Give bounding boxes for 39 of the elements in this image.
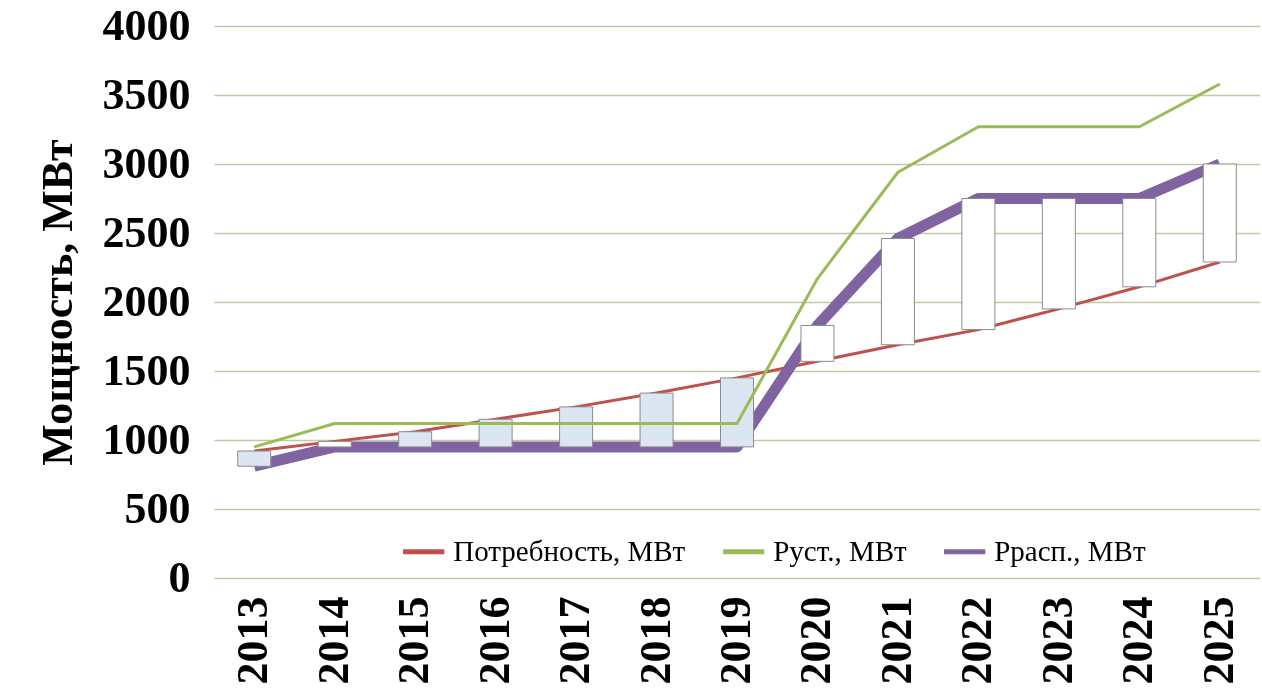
bar [317,440,352,448]
x-tick-label: 2018 [630,596,680,685]
y-tick-label: 3000 [102,138,191,188]
x-tick-label: 2024 [1113,596,1163,685]
legend-label: Потребность, МВт [453,534,686,567]
x-tick-label: 2017 [550,596,600,685]
x-tick-label: 2016 [469,596,519,685]
bar [720,377,754,448]
bar [639,392,674,448]
y-tick-label: 500 [124,483,191,533]
x-tick-label: 2025 [1193,596,1243,685]
bar [1202,163,1237,263]
x-tick-label: 2013 [228,596,278,685]
y-tick-label: 2000 [102,276,191,326]
bar [237,450,272,467]
x-tick-label: 2021 [871,596,921,685]
y-tick-label: 1000 [102,414,191,464]
legend-label: Ррасп., МВт [994,534,1146,567]
bar [1122,198,1157,288]
x-tick-label: 2014 [308,596,358,685]
y-axis-title: Мощность, МВт [32,138,82,466]
legend-label: Руст., МВт [773,534,908,567]
bar [559,406,594,448]
bar [800,324,835,362]
x-tick-label: 2020 [791,596,841,685]
x-tick-label: 2023 [1032,596,1082,685]
y-tick-label: 4000 [102,0,191,50]
x-tick-label: 2019 [711,596,760,685]
line-series [252,82,1222,449]
x-tick-label: 2015 [389,596,439,685]
y-tick-label: 3500 [102,69,191,119]
bar [398,431,433,448]
y-tick-label: 0 [168,552,191,602]
bar [1041,198,1076,310]
bar [880,238,915,346]
y-tick-label: 2500 [102,207,191,257]
x-tick-label: 2022 [952,596,1002,685]
y-tick-label: 1500 [102,345,191,395]
bar [961,198,996,331]
